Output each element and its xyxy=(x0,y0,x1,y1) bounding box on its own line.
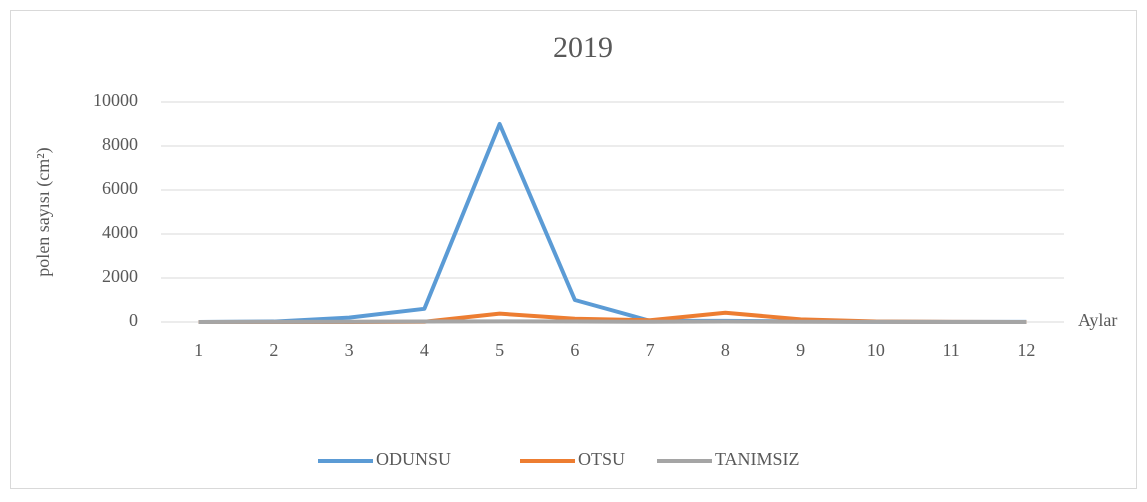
data-line xyxy=(198,319,1027,324)
x-tick-label: 12 xyxy=(1017,340,1035,360)
x-tick-label: 5 xyxy=(495,340,504,360)
y-tick-label: 8000 xyxy=(102,134,138,154)
x-tick-label: 2 xyxy=(269,340,278,360)
y-tick-label: 2000 xyxy=(102,266,138,286)
x-tick-label: 11 xyxy=(942,340,959,360)
x-tick-label: 6 xyxy=(570,340,579,360)
x-tick-label: 1 xyxy=(194,340,203,360)
x-tick-label: 3 xyxy=(345,340,354,360)
legend-label: TANIMSIZ xyxy=(715,449,800,469)
y-tick-label: 0 xyxy=(129,310,138,330)
chart-border xyxy=(10,10,1137,489)
legend-label: ODUNSU xyxy=(376,449,451,469)
y-axis-label: polen sayısı (cm²) xyxy=(33,147,54,276)
y-tick-label: 6000 xyxy=(102,178,138,198)
x-tick-label: 7 xyxy=(646,340,655,360)
y-tick-label: 4000 xyxy=(102,222,138,242)
x-axis-label: Aylar xyxy=(1078,310,1117,330)
chart-title: 2019 xyxy=(553,31,613,64)
x-tick-label: 9 xyxy=(796,340,805,360)
x-tick-label: 10 xyxy=(867,340,885,360)
x-tick-label: 8 xyxy=(721,340,730,360)
y-tick-label: 10000 xyxy=(93,90,138,110)
x-tick-label: 4 xyxy=(420,340,429,360)
legend-label: OTSU xyxy=(578,449,625,469)
